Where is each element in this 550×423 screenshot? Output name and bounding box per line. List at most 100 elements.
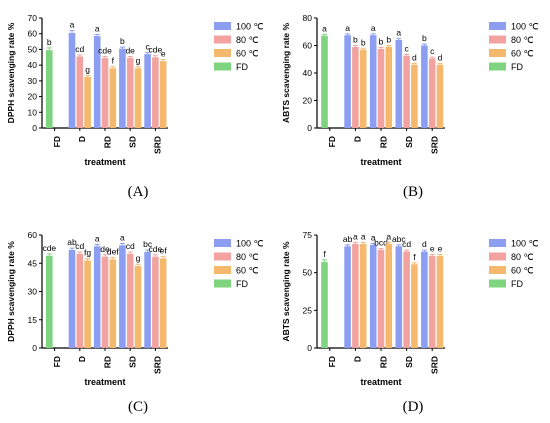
y-tick-label: 40 bbox=[28, 60, 38, 70]
bar-d-60 bbox=[84, 76, 91, 128]
significance-label: d bbox=[412, 52, 417, 62]
significance-label: cd bbox=[126, 241, 135, 251]
y-tick-label: 60 bbox=[28, 230, 38, 240]
legend-swatch-100 bbox=[489, 22, 506, 30]
panel-label: (B) bbox=[403, 184, 423, 200]
y-tick-label: 60 bbox=[303, 41, 313, 51]
significance-label: e bbox=[438, 244, 443, 254]
x-tick-label: RD bbox=[102, 136, 112, 148]
bar-rd-60 bbox=[109, 68, 117, 128]
significance-label: g bbox=[136, 253, 141, 263]
x-tick-label: SRD bbox=[429, 356, 439, 374]
significance-label: b bbox=[120, 36, 125, 46]
y-tick-label: 50 bbox=[303, 268, 313, 278]
bar-rd-80 bbox=[377, 48, 385, 128]
legend-swatch-fd bbox=[489, 62, 506, 71]
x-axis-label: treatment bbox=[360, 157, 401, 167]
legend-label-60: 60 ℃ bbox=[236, 266, 259, 276]
legend-label-80: 80 ℃ bbox=[511, 252, 534, 262]
bar-srd-80 bbox=[152, 57, 159, 128]
bar-sd-80 bbox=[403, 251, 410, 348]
bar-fd-fd bbox=[321, 262, 328, 348]
significance-label: g bbox=[85, 64, 90, 74]
legend-label-100: 100 ℃ bbox=[236, 22, 264, 32]
significance-label: a bbox=[322, 24, 327, 34]
legend-swatch-100 bbox=[214, 22, 231, 30]
bar-sd-100 bbox=[119, 245, 126, 348]
panel-label: (C) bbox=[128, 399, 148, 415]
legend-label-80: 80 ℃ bbox=[236, 252, 259, 262]
x-tick-label: RD bbox=[102, 356, 112, 368]
bar-srd-60 bbox=[159, 61, 167, 128]
legend-swatch-60 bbox=[214, 49, 231, 57]
bar-srd-100 bbox=[144, 251, 151, 348]
significance-label: b bbox=[386, 35, 391, 45]
significance-label: a bbox=[396, 28, 401, 38]
significance-label: f bbox=[323, 249, 326, 259]
bar-rd-100 bbox=[369, 35, 377, 128]
x-tick-label: D bbox=[77, 136, 87, 142]
significance-label: b bbox=[353, 35, 358, 45]
significance-label: ef bbox=[160, 246, 168, 256]
significance-label: de bbox=[125, 46, 135, 56]
bar-sd-60 bbox=[134, 266, 142, 348]
legend-label-100: 100 ℃ bbox=[511, 239, 539, 249]
y-axis-label: DPPH scavenging rate % bbox=[6, 22, 16, 123]
x-axis-label: treatment bbox=[84, 157, 125, 167]
significance-label: bc bbox=[143, 239, 153, 249]
x-tick-label: SD bbox=[127, 136, 137, 148]
significance-label: f bbox=[112, 56, 115, 66]
y-tick-label: 75 bbox=[303, 230, 313, 240]
bar-sd-80 bbox=[403, 55, 410, 128]
bar-rd-100 bbox=[93, 246, 101, 348]
legend-swatch-fd bbox=[214, 62, 231, 71]
legend-swatch-60 bbox=[489, 266, 506, 274]
y-tick-label: 30 bbox=[28, 76, 38, 86]
y-tick-label: 40 bbox=[303, 68, 313, 78]
significance-label: cd bbox=[75, 241, 84, 251]
y-axis-label: ABTS scavenging rate % bbox=[281, 22, 291, 123]
legend-label-fd: FD bbox=[236, 62, 248, 72]
x-axis-label: treatment bbox=[84, 377, 125, 387]
bar-fd-fd bbox=[321, 35, 328, 128]
bar-rd-100 bbox=[93, 36, 101, 129]
y-tick-label: 60 bbox=[28, 29, 38, 39]
bar-sd-80 bbox=[126, 253, 134, 348]
significance-label: e bbox=[430, 244, 435, 254]
x-tick-label: SD bbox=[404, 356, 414, 368]
legend-swatch-80 bbox=[489, 35, 506, 44]
legend-label-fd: FD bbox=[511, 62, 523, 72]
bar-d-60 bbox=[359, 49, 367, 128]
bar-srd-80 bbox=[428, 58, 436, 128]
significance-label: de bbox=[100, 244, 110, 254]
significance-label: a bbox=[371, 23, 376, 33]
significance-label: cde bbox=[42, 243, 56, 253]
bar-rd-60 bbox=[385, 244, 393, 348]
legend-label-60: 60 ℃ bbox=[236, 49, 259, 59]
y-tick-label: 30 bbox=[28, 287, 38, 297]
bar-sd-100 bbox=[395, 40, 403, 128]
bar-sd-100 bbox=[395, 246, 403, 348]
x-tick-label: RD bbox=[378, 356, 388, 368]
bar-d-80 bbox=[352, 46, 359, 128]
bar-d-80 bbox=[76, 56, 84, 128]
x-tick-label: SD bbox=[127, 356, 137, 368]
legend-swatch-fd bbox=[489, 279, 506, 288]
significance-label: c bbox=[145, 42, 150, 52]
significance-label: cd bbox=[75, 44, 84, 54]
legend-label-fd: FD bbox=[236, 279, 248, 289]
legend-label-100: 100 ℃ bbox=[236, 239, 264, 249]
bar-d-60 bbox=[359, 244, 367, 348]
y-tick-label: 0 bbox=[307, 123, 312, 133]
significance-label: cde bbox=[149, 45, 163, 55]
bar-sd-100 bbox=[119, 48, 126, 129]
significance-label: bcd bbox=[374, 238, 388, 248]
x-tick-label: FD bbox=[327, 136, 337, 147]
x-tick-label: SRD bbox=[153, 356, 163, 374]
bar-sd-60 bbox=[411, 64, 418, 128]
x-axis-label: treatment bbox=[360, 377, 401, 387]
x-tick-label: FD bbox=[327, 356, 337, 367]
x-tick-label: RD bbox=[378, 136, 388, 148]
legend-label-80: 80 ℃ bbox=[236, 35, 259, 45]
